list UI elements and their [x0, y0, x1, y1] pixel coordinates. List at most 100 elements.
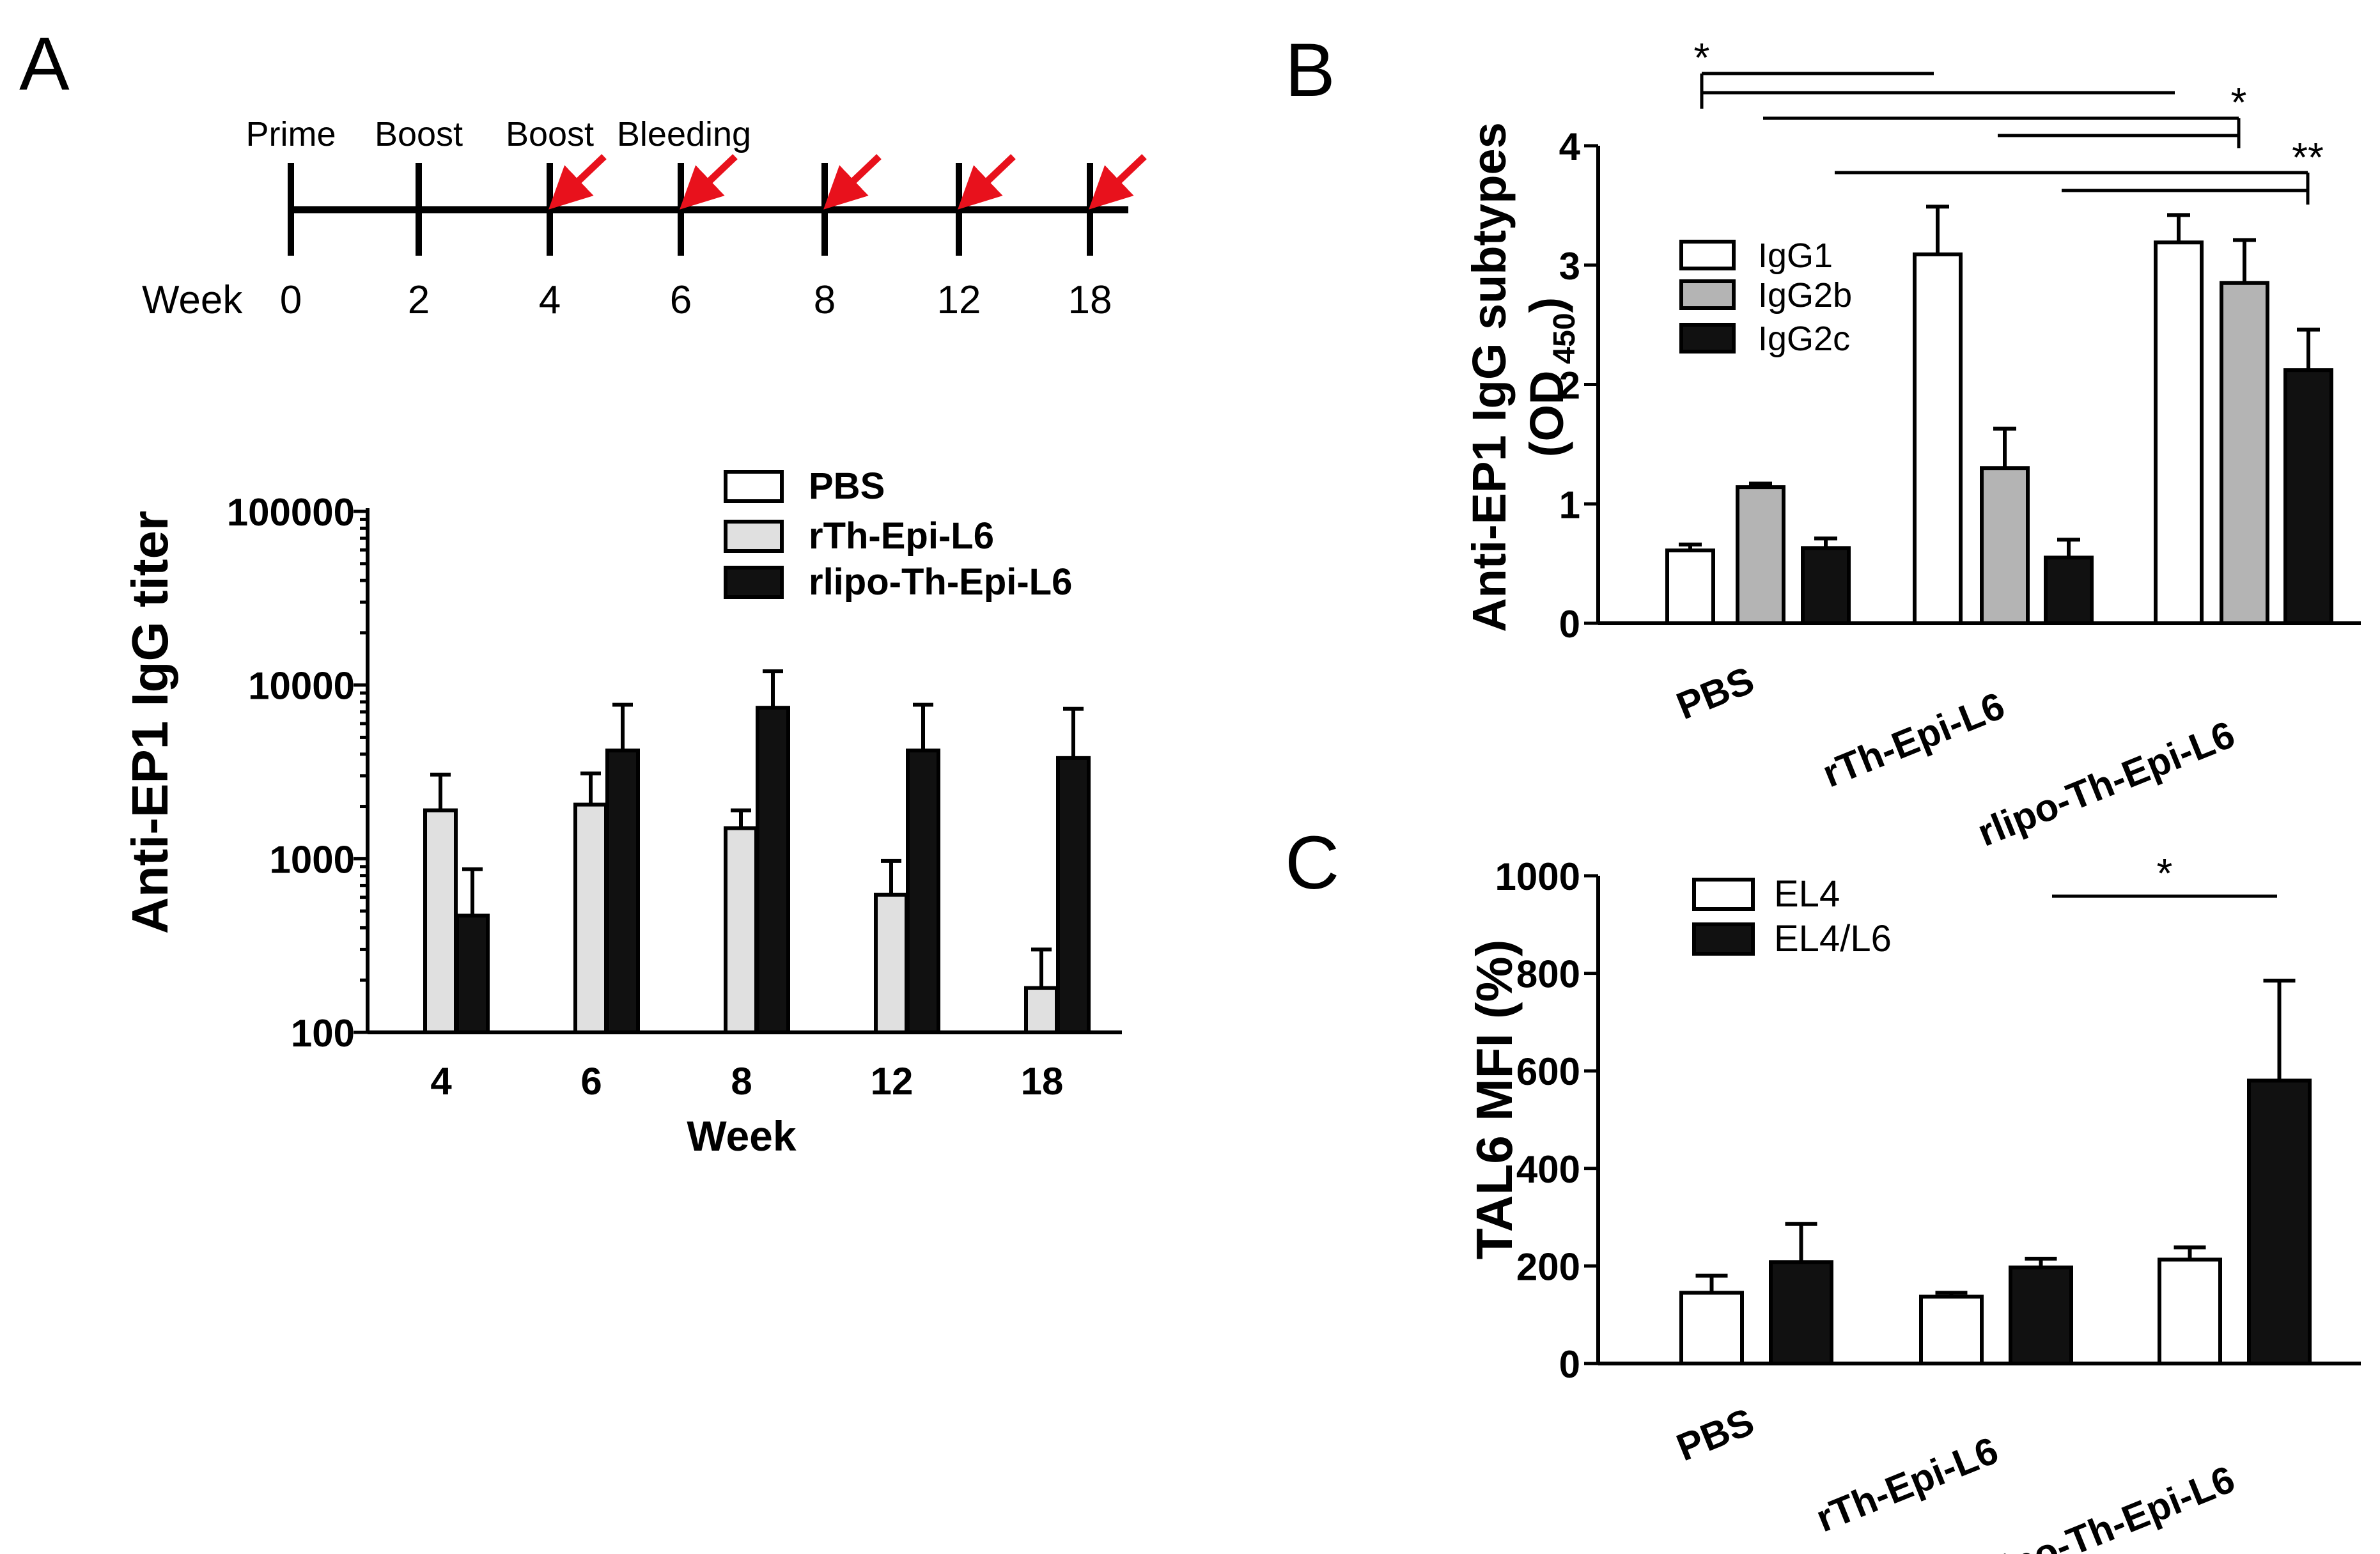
legend-label: EL4/L6 — [1774, 918, 1892, 960]
y-axis-title: Anti-EP1 IgG subtypes — [1463, 122, 1516, 632]
x-tick-label: PBS — [1670, 1400, 1759, 1469]
bar — [2158, 1257, 2222, 1365]
bar — [455, 913, 490, 1035]
panel-letter-b: B — [1285, 28, 1335, 113]
legend-label: IgG1 — [1758, 237, 1833, 275]
legend-swatch — [1679, 279, 1736, 310]
timeline-week-axis-label: Week — [142, 278, 243, 322]
bleeding-arrow-icon — [823, 154, 882, 210]
bar — [1769, 1260, 1833, 1366]
timeline-week-label: 4 — [539, 278, 561, 322]
bar — [1679, 1291, 1744, 1365]
y-tick-label: 1000 — [270, 838, 355, 881]
y-axis-title-unit: (OD 450) — [1520, 297, 1582, 457]
y-tick-label: 1000 — [1495, 855, 1580, 898]
legend-swatch — [1679, 323, 1736, 354]
bar — [1913, 252, 1963, 625]
x-tick-label: PBS — [1670, 658, 1759, 727]
y-tick-label: 4 — [1559, 125, 1581, 168]
legend-label: rTh-Epi-L6 — [809, 515, 994, 557]
y-tick-label: 400 — [1516, 1148, 1580, 1191]
y-tick-label: 0 — [1559, 603, 1580, 646]
chart-c-tal6-mfi: 0 200 400 600 800 1000 PBS rTh-Epi-L6rlipo-Th-E… — [1466, 850, 2361, 1554]
x-tick-label: rlipo-Th-Epi-L6 — [1972, 713, 2241, 855]
y-tick-label: 600 — [1516, 1050, 1580, 1093]
y-tick-label: 0 — [1559, 1343, 1580, 1386]
significance-star: * — [2231, 79, 2247, 125]
timeline-event-label: Boost — [506, 115, 594, 153]
timeline-week-label: 0 — [280, 278, 302, 322]
significance-star: * — [2157, 850, 2173, 896]
bar — [906, 749, 940, 1035]
timeline-event-label: Boost — [375, 115, 463, 153]
legend-label: PBS — [809, 465, 885, 507]
legend-label: IgG2b — [1758, 276, 1852, 315]
bar — [2283, 368, 2333, 626]
bar — [2044, 556, 2094, 625]
bar — [874, 892, 908, 1035]
bar — [1919, 1294, 1984, 1365]
y-tick-label: 1 — [1559, 483, 1580, 526]
bar — [2220, 281, 2269, 625]
panel-letter-a: A — [19, 22, 70, 106]
x-tick-label: 4 — [430, 1060, 452, 1103]
legend-swatch — [724, 520, 784, 553]
bar — [573, 802, 608, 1035]
timeline-week-label: 18 — [1068, 278, 1112, 322]
bar — [2247, 1078, 2312, 1365]
y-tick-label: 100000 — [227, 491, 355, 534]
x-tick-label: 18 — [1021, 1060, 1064, 1103]
legend-swatch — [724, 470, 784, 503]
x-tick-label: rTh-Epi-L6 — [1810, 1429, 2004, 1540]
y-axis-unit-sub: 450 — [1548, 313, 1582, 364]
bar — [1024, 986, 1059, 1035]
x-tick-label: 6 — [580, 1060, 602, 1103]
legend-swatch — [1692, 878, 1755, 911]
legend-swatch — [1679, 240, 1736, 270]
timeline-week-label: 8 — [814, 278, 836, 322]
y-tick-label: 800 — [1516, 953, 1580, 996]
bleeding-arrow-icon — [958, 154, 1016, 210]
timeline-week-label: 12 — [937, 278, 981, 322]
legend-label: IgG2c — [1758, 320, 1850, 358]
bar — [423, 808, 458, 1034]
x-tick-label: rlipo-Th-Epi-L6 — [1972, 1457, 2241, 1554]
bar — [605, 749, 640, 1035]
y-axis-unit-open: (OD — [1520, 371, 1573, 458]
legend-label: EL4 — [1774, 873, 1840, 915]
x-tick-label: 8 — [731, 1060, 752, 1103]
legend-swatch — [724, 566, 784, 599]
significance-star: ** — [2292, 134, 2324, 180]
legend-label: rlipo-Th-Epi-L6 — [809, 561, 1072, 603]
bleeding-arrow-icon — [680, 154, 738, 210]
y-axis-title: Anti-EP1 IgG titer — [121, 511, 178, 934]
timeline-event-label: Bleeding — [617, 115, 751, 153]
bar — [1980, 466, 2030, 625]
y-axis-title: TAL6 MFI (%) — [1466, 940, 1523, 1260]
timeline-event-label: Prime — [245, 115, 336, 153]
y-tick-label: 2 — [1559, 364, 1580, 407]
bleeding-arrow-icon — [1089, 154, 1147, 210]
x-tick-label: 12 — [871, 1060, 914, 1103]
timeline-week-label: 2 — [408, 278, 430, 322]
x-tick-label: rTh-Epi-L6 — [1817, 684, 2011, 795]
y-tick-label: 3 — [1559, 245, 1580, 288]
y-axis-unit-close: ) — [1520, 297, 1573, 313]
significance-star: * — [1694, 35, 1710, 81]
bar — [1736, 485, 1785, 625]
bar — [2009, 1265, 2073, 1365]
panel-letter-c: C — [1285, 821, 1339, 905]
chart-a-titer: 100 1000 10000 100000 4 6 8 12 18 Week Anti-EP1 Ig… — [121, 465, 1122, 1160]
bar — [1056, 756, 1091, 1034]
x-axis-title: Week — [687, 1112, 797, 1160]
y-tick-label: 200 — [1516, 1245, 1580, 1288]
y-tick-label: 100 — [291, 1012, 355, 1055]
timeline-week-label: 6 — [670, 278, 692, 322]
bar — [2154, 240, 2204, 625]
bar — [1801, 546, 1851, 625]
bar — [724, 826, 758, 1035]
immunization-timeline: 0 2 4 6 8 12 18 Week Prime Boost Boost Bleeding — [142, 115, 1147, 322]
y-tick-label: 10000 — [248, 665, 355, 708]
